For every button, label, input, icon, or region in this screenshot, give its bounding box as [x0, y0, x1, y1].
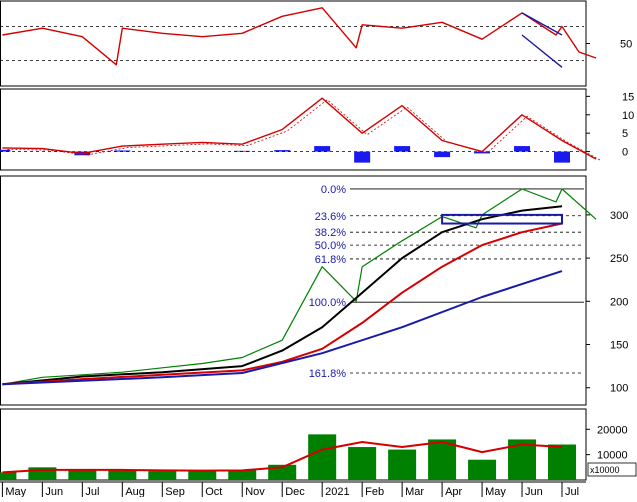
macd-tick-label: 15: [622, 91, 634, 103]
fibonacci-level-label: 23.6%: [315, 211, 346, 223]
moving-average-line: [2, 222, 563, 386]
volume-bar: [228, 469, 257, 480]
price-tick-label: 250: [610, 253, 628, 265]
volume-bar: [0, 472, 17, 480]
fibonacci-level-label: 161.8%: [309, 368, 347, 380]
fibonacci-level-label: 38.2%: [315, 227, 346, 239]
rsi-tick-label: 50: [620, 39, 632, 51]
volume-bar: [388, 449, 417, 480]
price-tick-label: 150: [610, 340, 628, 352]
fibonacci-level-label: 100.0%: [309, 297, 347, 309]
macd-histogram-bar: [354, 151, 371, 163]
macd-tick-label: 5: [622, 128, 628, 140]
fibonacci-level-label: 0.0%: [321, 184, 346, 196]
time-tick-label: May: [5, 486, 26, 497]
rsi-line: [2, 7, 597, 66]
price-tick-label: 200: [610, 296, 628, 308]
time-tick-label: Jul: [85, 486, 99, 497]
volume-bar: [548, 444, 577, 480]
volume-unit-box: [587, 462, 637, 477]
time-tick-label: May: [485, 486, 506, 497]
price-frame: [0, 175, 587, 406]
time-tick-label: Dec: [285, 486, 305, 497]
macd-frame: [0, 88, 587, 171]
macd-histogram-bar: [0, 149, 11, 152]
volume-bar: [148, 471, 177, 480]
volume-bar: [468, 459, 497, 480]
macd-line: [2, 97, 597, 160]
macd-tick-label: 10: [622, 110, 634, 122]
price-tick-label: 100: [610, 383, 628, 395]
fibonacci-level-label: 61.8%: [315, 254, 346, 266]
volume-bar: [68, 469, 97, 480]
time-tick-label: Feb: [365, 486, 384, 497]
volume-bar: [308, 434, 337, 480]
time-tick-label: Aug: [125, 486, 145, 497]
time-tick-label: Oct: [205, 486, 222, 497]
time-tick-label: Jun: [525, 486, 543, 497]
volume-bar: [108, 469, 137, 480]
time-tick-label: Nov: [245, 486, 265, 497]
time-tick-label: Jul: [565, 486, 579, 497]
volume-moving-average-line: [2, 441, 563, 474]
macd-histogram-bar: [474, 151, 491, 154]
macd-histogram-bar: [554, 151, 571, 163]
volume-unit-label: x10000: [590, 465, 620, 475]
volume-tick-label: 20000: [597, 424, 628, 436]
macd-histogram-bar: [234, 150, 251, 152]
macd-histogram-bar: [274, 150, 291, 152]
time-tick-label: Sep: [165, 486, 185, 497]
volume-bar: [348, 447, 377, 480]
price-tick-label: 300: [610, 210, 628, 222]
fibonacci-level-label: 50.0%: [315, 240, 346, 252]
time-tick-label: Mar: [405, 486, 424, 497]
macd-histogram-bar: [114, 150, 131, 152]
time-tick-label: 2021: [325, 486, 349, 497]
macd-histogram-bar: [434, 151, 451, 158]
time-tick-label: Apr: [445, 486, 462, 497]
price-box-annotation: [441, 213, 564, 225]
volume-tick-label: 10000: [597, 450, 628, 462]
moving-average-line: [2, 270, 563, 386]
macd-histogram-bar: [314, 146, 331, 152]
macd-tick-label: 0: [622, 147, 628, 159]
moving-average-line: [2, 205, 563, 386]
volume-bar: [188, 471, 217, 480]
rsi-channel-lower: [521, 34, 563, 68]
price-line: [2, 188, 597, 385]
time-tick-label: Jun: [45, 486, 63, 497]
macd-signal-line: [7, 99, 602, 161]
rsi-channel-upper: [521, 12, 563, 36]
macd-histogram-bar: [394, 146, 411, 152]
macd-histogram-bar: [514, 146, 531, 152]
volume-bar: [428, 439, 457, 480]
